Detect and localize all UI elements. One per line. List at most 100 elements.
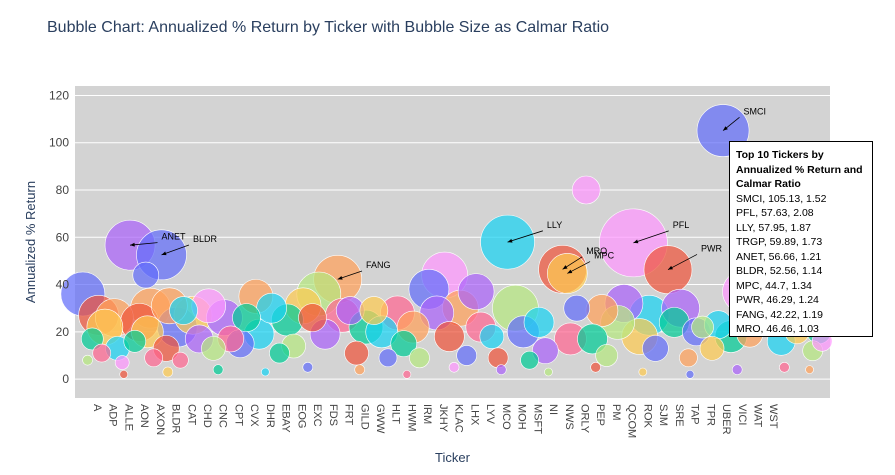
legend-entry: MPC, 44.7, 1.34 (736, 279, 812, 292)
annotation-arrowhead (507, 238, 513, 243)
x-tick-label: GWW (374, 404, 386, 434)
y-tick-label: 40 (56, 278, 70, 292)
x-tick-label: WST (767, 404, 779, 429)
bubble-point (344, 340, 369, 366)
x-tick-label: DHR (264, 404, 276, 428)
legend-title: Top 10 Tickers by Annualized % Return an… (736, 149, 863, 190)
x-tick-label: CHD (201, 404, 213, 428)
x-tick-label: LYV (484, 404, 496, 425)
y-tick-label: 80 (56, 183, 70, 197)
bubble-point (520, 350, 539, 370)
bubble-point (302, 361, 314, 373)
bubble-point (119, 370, 129, 379)
bubble-point (779, 361, 790, 373)
legend-entry: ANET, 56.66, 1.21 (736, 250, 822, 263)
bubble-point (523, 307, 555, 338)
annotation-arrowhead (130, 242, 135, 247)
bubble-point (638, 367, 648, 377)
x-tick-label: UBER (720, 404, 732, 435)
x-tick-label: FRT (343, 404, 355, 425)
bubble-point (544, 367, 553, 377)
x-tick-label: EOG (295, 404, 307, 428)
x-tick-label: TAP (689, 404, 701, 425)
annotation-arrow (507, 230, 543, 243)
x-tick-label: AON (138, 404, 150, 428)
bubble-point (169, 296, 198, 325)
legend-entries: SMCI, 105.13, 1.52 PFL, 57.63, 2.08 LLY, 5… (736, 192, 872, 337)
annotation-label: SMCI (743, 106, 766, 116)
annotation-arrowhead (337, 275, 343, 280)
x-tick-label: BLDR (170, 404, 182, 433)
x-tick-label: KLAC (453, 404, 465, 433)
annotation-label: MPC (594, 251, 615, 261)
bubble-point (571, 175, 601, 205)
x-tick-label: HWM (405, 404, 417, 432)
annotation-arrowhead (161, 251, 167, 256)
x-tick-label: PEP (594, 404, 606, 426)
bubble-point (532, 337, 559, 365)
y-tick-label: 100 (49, 136, 69, 150)
bubble-point (563, 294, 591, 322)
bubble-point (261, 367, 270, 377)
annotation-arrow (161, 244, 190, 256)
bubble-point (585, 294, 619, 327)
bubble-point (457, 273, 495, 310)
bubble-point (434, 321, 465, 352)
annotation-label: LLY (547, 220, 562, 230)
x-tick-label: QCOM (626, 404, 638, 438)
x-tick-label: A (91, 404, 103, 412)
annotation-label: BLDR (193, 234, 218, 244)
x-tick-label: EBAY (280, 404, 292, 433)
bubble-point (354, 364, 365, 375)
x-tick-label: TPR (704, 404, 716, 426)
bubble-point (679, 348, 698, 368)
y-tick-label: 60 (56, 230, 70, 244)
legend-entry: SMCI, 105.13, 1.52 (736, 192, 827, 205)
y-tick-label: 20 (56, 325, 70, 339)
x-axis: A ADP ALLE AON AXON BLDR CAT CHD CNC CPT CVX DHR EBA… (91, 404, 779, 438)
bubble-point (81, 327, 104, 351)
x-tick-label: SRE (673, 404, 685, 427)
bubble-point (456, 345, 477, 366)
x-tick-label: FDS (327, 404, 339, 426)
legend-entry: PWR, 46.29, 1.24 (736, 294, 819, 306)
x-tick-label: LHX (468, 404, 480, 426)
x-tick-label: MOH (516, 404, 528, 430)
legend-box: Top 10 Tickers by Annualized % Return an… (729, 141, 873, 337)
legend-entry: PFL, 57.63, 2.08 (736, 207, 814, 219)
x-tick-label: PM (610, 404, 622, 421)
annotation-label: MRO (586, 246, 607, 256)
bubble-point (487, 347, 509, 369)
x-tick-label: SJM (657, 404, 669, 426)
y-tick-label: 120 (49, 88, 69, 102)
legend-entry: LLY, 57.95, 1.87 (736, 221, 811, 234)
bubble-point (92, 343, 112, 363)
bubble-point (685, 370, 695, 379)
bubble-point (132, 261, 160, 289)
legend-entry: MRO, 46.46, 1.03 (736, 323, 819, 335)
bubble-point (201, 336, 226, 361)
bubble-point (114, 355, 130, 370)
bubble-point (298, 303, 327, 332)
bubble-point (642, 335, 669, 362)
x-tick-label: AXON (154, 404, 166, 435)
bubble-point (595, 344, 618, 367)
y-axis-label: Annualized % Return (23, 181, 38, 303)
bubble-point (691, 315, 714, 339)
bubble-point (805, 365, 814, 374)
x-tick-label: VICI (736, 404, 748, 425)
bubble-point (172, 351, 189, 369)
bubble-point (409, 347, 430, 369)
bubble-point (162, 366, 174, 378)
bubble-point (699, 336, 725, 361)
x-tick-label: NI (547, 404, 559, 415)
bubble-point (256, 292, 287, 324)
bubble-point (123, 329, 147, 353)
x-tick-label: CVX (248, 404, 260, 427)
x-tick-label: WAT (752, 404, 764, 427)
bubble-point (731, 364, 743, 375)
x-tick-label: IRM (421, 404, 433, 424)
annotation-label: PWR (701, 243, 722, 253)
